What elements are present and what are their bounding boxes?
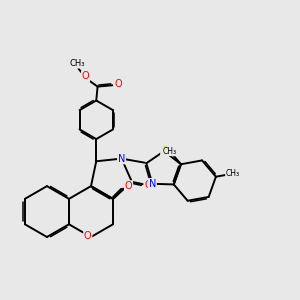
Text: CH₃: CH₃ [225,169,239,178]
Text: O: O [125,181,132,191]
Text: O: O [84,232,92,242]
Text: N: N [149,179,156,189]
Text: CH₃: CH₃ [163,147,177,156]
Text: O: O [114,80,122,89]
Text: CH₃: CH₃ [69,59,85,68]
Text: N: N [118,154,125,164]
Text: O: O [82,71,89,81]
Text: S: S [161,146,167,156]
Text: O: O [144,180,152,190]
